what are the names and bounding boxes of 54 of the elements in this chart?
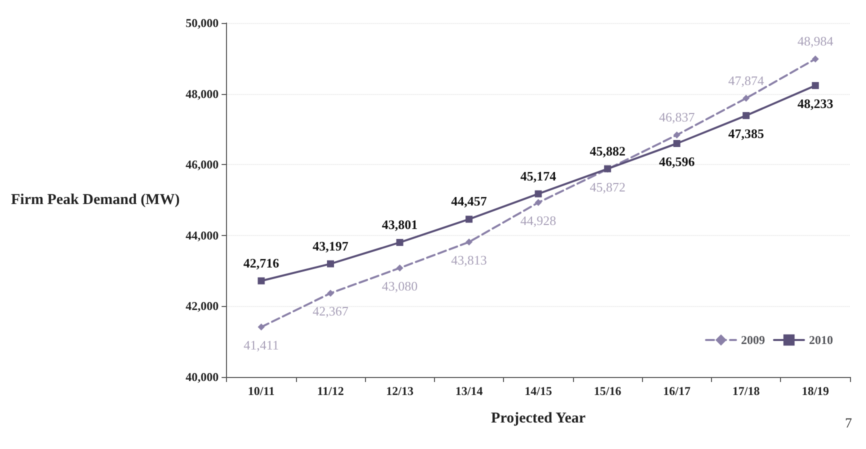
point bbox=[396, 264, 404, 272]
point bbox=[534, 199, 542, 206]
data-label: 44,457 bbox=[451, 194, 488, 209]
point bbox=[742, 112, 750, 120]
data-label: 46,596 bbox=[658, 154, 696, 169]
text: 7 bbox=[845, 416, 852, 432]
data-label: 42,716 bbox=[243, 255, 280, 270]
data-label: 47,874 bbox=[728, 72, 764, 88]
x-tick-label: 14/15 bbox=[524, 384, 552, 398]
legend-label: 2009 bbox=[741, 333, 765, 347]
data-label: 45,872 bbox=[590, 180, 626, 195]
data-label: 46,837 bbox=[658, 109, 696, 124]
x-axis-title: Projected Year bbox=[491, 410, 586, 426]
y-tick-label: 48,000 bbox=[186, 86, 219, 101]
x-tick-label: 18/19 bbox=[802, 384, 830, 398]
point bbox=[534, 190, 542, 198]
data-label: 48,233 bbox=[797, 96, 834, 112]
data-label: 44,928 bbox=[520, 213, 556, 228]
x-tick-label: 16/17 bbox=[663, 384, 691, 398]
point bbox=[327, 290, 334, 297]
point bbox=[466, 216, 473, 223]
y-tick-label: 42,000 bbox=[186, 299, 219, 314]
point bbox=[812, 55, 819, 62]
point bbox=[742, 94, 750, 102]
point bbox=[327, 260, 334, 268]
x-tick-label: 12/13 bbox=[386, 384, 414, 398]
data-label: 45,174 bbox=[520, 168, 557, 184]
point bbox=[396, 238, 404, 246]
y-tick-label: 50,000 bbox=[186, 16, 219, 30]
data-label: 43,197 bbox=[312, 238, 349, 254]
data-label: 43,813 bbox=[451, 252, 487, 268]
x-tick-label: 13/14 bbox=[455, 384, 483, 398]
y-axis-title: Firm Peak Demand (MW) bbox=[10, 192, 180, 208]
y-tick-label: 46,000 bbox=[186, 158, 219, 172]
point bbox=[466, 238, 473, 246]
y-tick-label: 44,000 bbox=[186, 228, 219, 242]
x-tick-label: 15/16 bbox=[594, 384, 622, 398]
point bbox=[812, 82, 819, 90]
data-label: 45,882 bbox=[590, 143, 626, 158]
point bbox=[673, 131, 680, 138]
data-label: 41,411 bbox=[244, 338, 279, 353]
data-label: 48,984 bbox=[797, 33, 834, 48]
legend-label: 2010 bbox=[809, 333, 833, 347]
x-tick-label: 11/12 bbox=[317, 384, 344, 398]
data-label: 43,080 bbox=[382, 278, 418, 294]
point bbox=[258, 324, 265, 331]
x-tick-label: 10/11 bbox=[248, 384, 275, 398]
data-label: 42,367 bbox=[312, 304, 349, 319]
point bbox=[258, 277, 265, 284]
data-label: 43,801 bbox=[382, 216, 418, 232]
y-tick-label: 40,000 bbox=[186, 370, 219, 384]
point bbox=[673, 140, 680, 147]
data-label: 47,385 bbox=[728, 126, 764, 142]
x-tick-label: 17/18 bbox=[732, 384, 760, 398]
